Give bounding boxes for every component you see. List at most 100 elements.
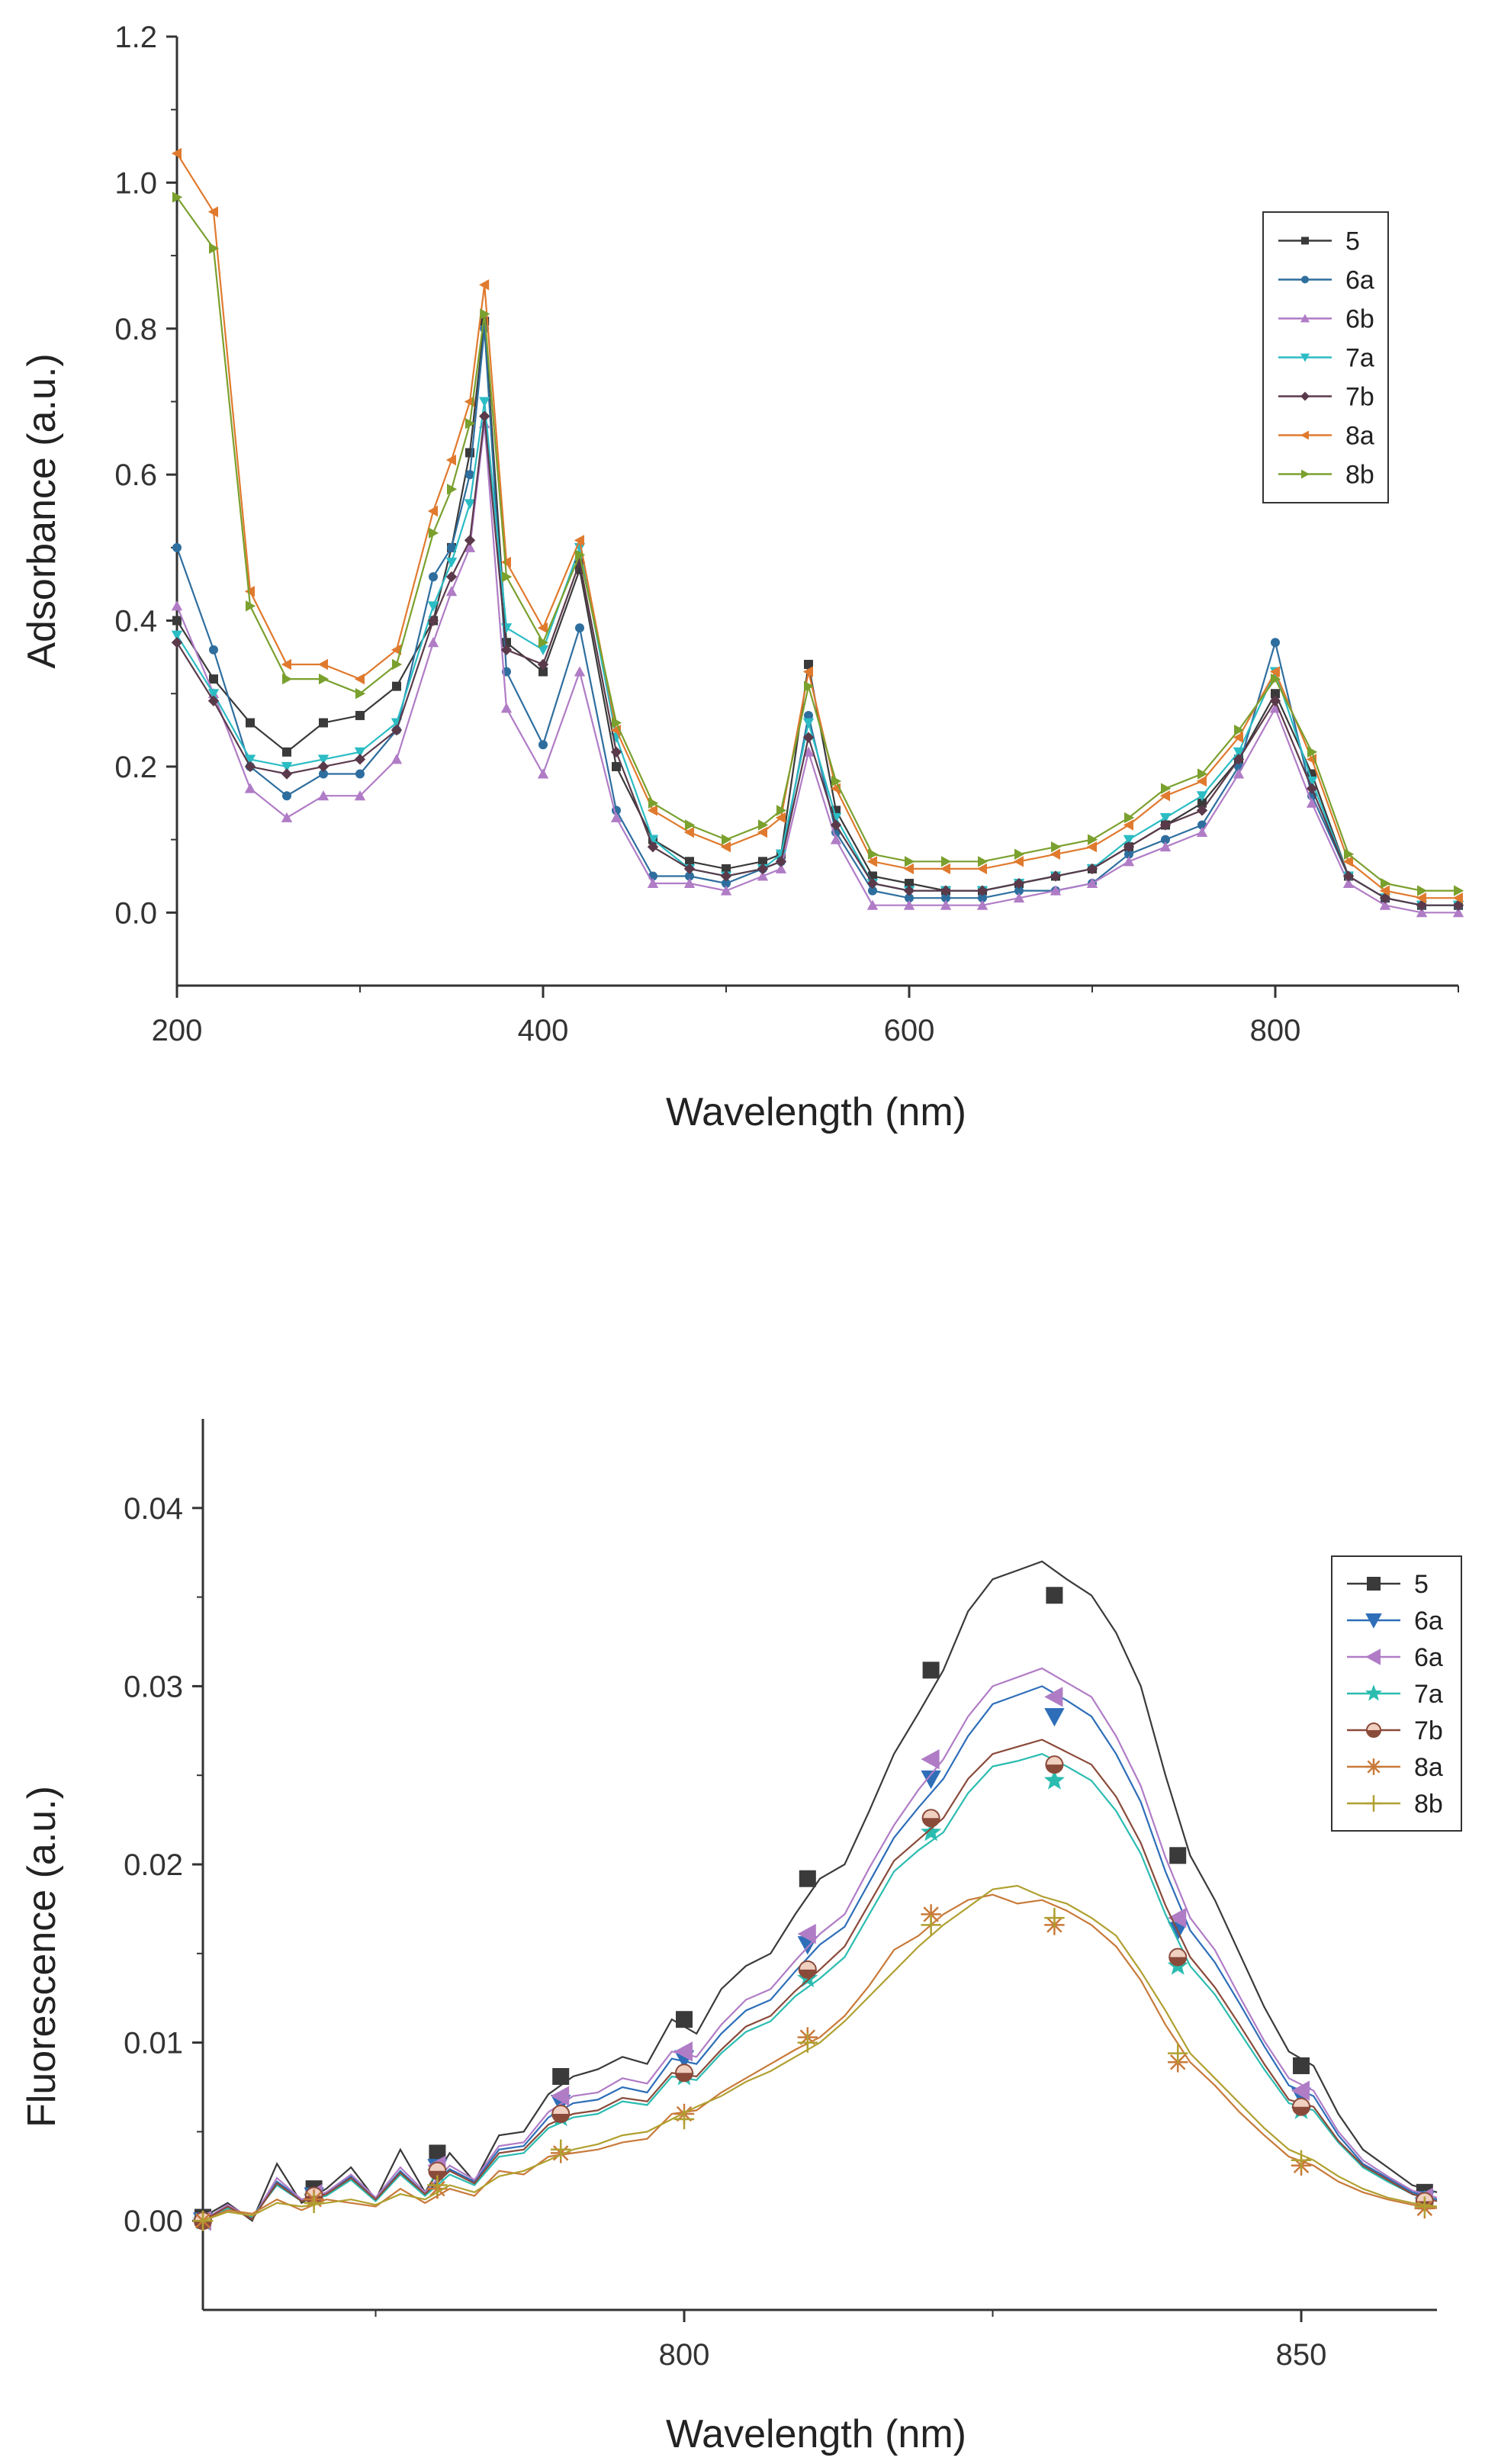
absorbance-data-point xyxy=(1013,856,1024,867)
absorbance-data-point xyxy=(1269,703,1281,713)
absorbance-data-point xyxy=(1306,777,1318,787)
absorbance-data-point xyxy=(1196,805,1208,816)
absorbance-data-point xyxy=(355,769,365,779)
fluorescence-data-point xyxy=(1168,1907,1187,1928)
absorbance-data-point xyxy=(1088,834,1098,845)
absorbance-data-point xyxy=(866,899,879,910)
absorbance-data-point xyxy=(903,863,914,875)
absorbance-data-point xyxy=(1269,695,1281,706)
fluorescence-data-point xyxy=(552,2067,570,2085)
fluorescence-legend-label: 5 xyxy=(1414,1570,1429,1599)
fluorescence-legend-item: 5 xyxy=(1347,1570,1429,1599)
absorbance-data-point xyxy=(775,812,786,824)
fluorescence-data-point xyxy=(1414,2196,1435,2217)
absorbance-data-point xyxy=(1050,848,1060,860)
fluorescence-data-point xyxy=(1291,2080,1310,2101)
absorbance-data-point xyxy=(1452,892,1463,904)
absorbance-data-point xyxy=(1233,747,1245,758)
absorbance-data-point xyxy=(1342,870,1355,882)
absorbance-data-point xyxy=(391,644,401,656)
absorbance-data-point xyxy=(905,879,914,889)
absorbance-data-point xyxy=(1159,790,1170,802)
absorbance-data-point xyxy=(1050,885,1062,896)
fluorescence-data-point xyxy=(1169,1847,1187,1864)
fluorescence-series-line xyxy=(202,1753,1438,2222)
absorbance-data-point xyxy=(575,623,584,633)
absorbance-data-point xyxy=(1416,892,1426,904)
absorbance-data-point xyxy=(172,616,182,626)
fluorescence-legend-item: 8b xyxy=(1347,1790,1443,1819)
absorbance-data-point xyxy=(465,417,476,429)
absorbance-legend-label: 8a xyxy=(1345,422,1374,451)
absorbance-data-point xyxy=(802,666,813,677)
absorbance-data-point xyxy=(722,864,731,873)
fluorescence-legend-label: 6a xyxy=(1414,1607,1443,1636)
fluorescence-legend: 5 6a 6a 7a 7b 8a 8b xyxy=(1331,1555,1462,1832)
absorbance-data-point xyxy=(1306,797,1318,808)
fluorescence-x-axis-title: Wavelength (nm) xyxy=(666,2412,966,2456)
absorbance-data-point xyxy=(758,819,769,831)
fluorescence-series-5 xyxy=(194,1739,1438,2231)
fluorescence-legend-label: 8a xyxy=(1414,1753,1443,1782)
fluorescence-x-tick-label: 850 xyxy=(1276,2338,1327,2372)
fluorescence-data-point xyxy=(1045,1755,1064,1774)
absorbance-data-point xyxy=(722,879,731,889)
absorbance-data-point xyxy=(866,877,879,889)
absorbance-data-point xyxy=(319,673,329,685)
absorbance-x-tick-label: 200 xyxy=(152,1014,203,1047)
fluorescence-chart: Fluorescence (a.u.) Wavelength (nm) 0.00… xyxy=(0,1358,1498,2464)
absorbance-data-point xyxy=(868,886,877,896)
absorbance-data-point xyxy=(281,812,293,822)
fluorescence-data-point xyxy=(1044,1708,1065,1727)
absorbance-data-point xyxy=(866,856,877,867)
absorbance-data-point xyxy=(1014,848,1025,860)
absorbance-data-point xyxy=(171,637,183,648)
absorbance-data-point xyxy=(246,600,256,612)
absorbance-data-point xyxy=(1417,885,1428,896)
absorbance-data-point xyxy=(171,630,183,641)
absorbance-y-axis-title: Adsorbance (a.u.) xyxy=(20,353,64,668)
absorbance-data-point xyxy=(685,819,696,831)
fluorescence-data-point xyxy=(676,2011,693,2028)
absorbance-data-point xyxy=(903,885,915,896)
absorbance-data-point xyxy=(447,484,458,495)
absorbance-data-point xyxy=(1050,870,1062,882)
absorbance-data-point xyxy=(1452,907,1464,918)
absorbance-x-tick-label: 600 xyxy=(884,1014,935,1047)
absorbance-data-point xyxy=(427,637,439,648)
absorbance-legend-item: 6a xyxy=(1278,266,1374,295)
absorbance-data-point xyxy=(647,841,659,853)
fluorescence-data-point xyxy=(921,1915,941,1935)
absorbance-data-point xyxy=(802,746,815,757)
absorbance-data-point xyxy=(538,740,548,750)
fluorescence-data-point xyxy=(922,1661,940,1679)
absorbance-data-point xyxy=(1086,877,1098,889)
absorbance-data-point xyxy=(976,863,987,875)
fluorescence-legend-label: 6a xyxy=(1414,1643,1443,1672)
absorbance-data-point xyxy=(317,790,329,801)
absorbance-data-point xyxy=(1086,863,1098,875)
absorbance-data-point xyxy=(207,689,220,700)
fluorescence-legend-marker xyxy=(1366,1723,1381,1738)
fluorescence-data-point xyxy=(1169,1948,1188,1967)
absorbance-data-point xyxy=(940,899,952,910)
absorbance-data-point xyxy=(479,410,490,422)
absorbance-data-point xyxy=(1416,907,1428,918)
absorbance-x-axis-title: Wavelength (nm) xyxy=(666,1090,966,1134)
absorbance-data-point xyxy=(282,791,291,801)
absorbance-legend-marker xyxy=(1301,469,1310,479)
fluorescence-data-point xyxy=(551,2086,570,2106)
absorbance-data-point xyxy=(1123,856,1135,867)
absorbance-data-point xyxy=(776,805,787,816)
fluorescence-data-point xyxy=(304,2192,324,2214)
absorbance-data-point xyxy=(479,279,490,291)
fluorescence-series-2 xyxy=(192,1685,1438,2231)
absorbance-y-tick-label: 0.8 xyxy=(114,313,157,346)
absorbance-data-point xyxy=(685,871,694,881)
absorbance-y-tick-label: 1.2 xyxy=(114,21,157,54)
absorbance-data-point xyxy=(172,542,182,552)
absorbance-data-point xyxy=(1234,724,1245,736)
absorbance-data-point xyxy=(830,819,842,831)
absorbance-data-point xyxy=(537,645,549,656)
fluorescence-data-point xyxy=(1168,2043,1188,2064)
